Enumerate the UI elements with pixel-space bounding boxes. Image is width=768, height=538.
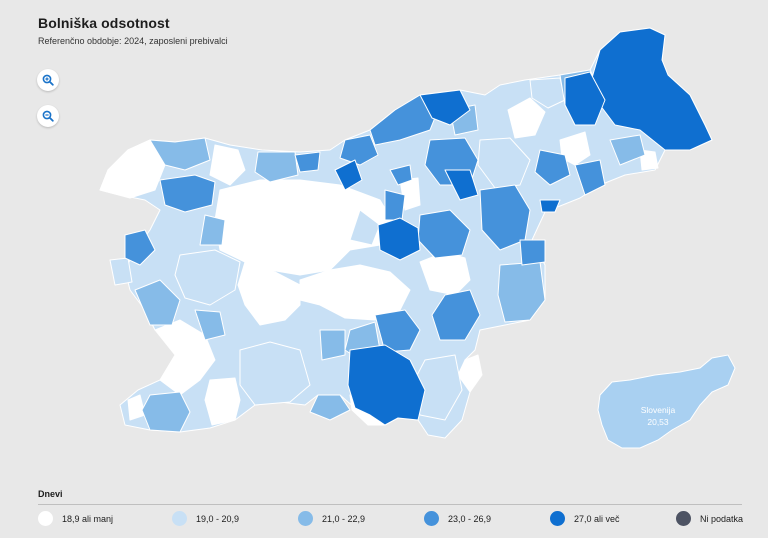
- region-blue[interactable]: [431, 289, 481, 341]
- region-light[interactable]: [109, 257, 133, 286]
- region-mid[interactable]: [134, 279, 181, 326]
- region-dark[interactable]: [444, 169, 479, 201]
- region-white[interactable]: [209, 144, 246, 186]
- region-dark[interactable]: [564, 71, 606, 126]
- region-white[interactable]: [154, 319, 216, 396]
- legend-item-class-3[interactable]: 21,0 - 22,9: [298, 511, 365, 526]
- region-mid[interactable]: [141, 391, 191, 433]
- legend-title: Dnevi: [38, 489, 63, 499]
- region-blue[interactable]: [294, 151, 321, 173]
- inset-label: Slovenija 20,53: [618, 404, 698, 428]
- region-light[interactable]: [529, 77, 566, 109]
- region-mid[interactable]: [497, 261, 546, 323]
- legend-item-no-data[interactable]: Ni podatka: [676, 511, 743, 526]
- legend-label: 23,0 - 26,9: [448, 513, 492, 524]
- region-blue[interactable]: [519, 239, 546, 266]
- zoom-out-icon: [42, 110, 54, 122]
- region-white[interactable]: [457, 354, 483, 393]
- legend-swatch: [298, 511, 313, 526]
- region-dark[interactable]: [334, 159, 363, 191]
- region-mid[interactable]: [309, 394, 351, 421]
- region-white[interactable]: [204, 377, 241, 426]
- legend-swatch: [38, 511, 53, 526]
- page-title: Bolniška odsotnost: [38, 15, 170, 31]
- inset-country-shape[interactable]: [597, 354, 736, 449]
- region-mid[interactable]: [254, 151, 299, 183]
- region-white[interactable]: [214, 179, 396, 276]
- legend-label: Ni podatka: [700, 513, 744, 524]
- legend-item-class-1[interactable]: 18,9 ali manj: [38, 511, 113, 526]
- legend-label: 18,9 ali manj: [62, 513, 114, 524]
- region-dark[interactable]: [347, 344, 426, 426]
- region-mid[interactable]: [149, 137, 211, 171]
- region-dark[interactable]: [589, 27, 713, 151]
- region-blue[interactable]: [574, 159, 606, 196]
- page-subtitle: Referenčno obdobje: 2024, zaposleni preb…: [38, 36, 228, 46]
- legend-item-class-5[interactable]: 27,0 ali več: [550, 511, 620, 526]
- region-blue[interactable]: [159, 174, 216, 213]
- legend-swatch: [676, 511, 691, 526]
- legend-swatch: [424, 511, 439, 526]
- region-mid[interactable]: [609, 134, 646, 166]
- inset-name: Slovenija: [640, 405, 676, 415]
- region-white[interactable]: [237, 261, 301, 326]
- region-mid[interactable]: [199, 214, 226, 246]
- legend-swatch: [550, 511, 565, 526]
- zoom-in-button[interactable]: [37, 69, 59, 91]
- region-mid[interactable]: [319, 329, 346, 361]
- region-blue[interactable]: [339, 134, 379, 166]
- region-white[interactable]: [507, 97, 546, 139]
- legend-swatch: [172, 511, 187, 526]
- zoom-out-button[interactable]: [37, 105, 59, 127]
- inset-value: 20,53: [647, 417, 669, 427]
- region-blue[interactable]: [384, 189, 406, 221]
- region-light[interactable]: [239, 341, 311, 406]
- legend-label: 19,0 - 20,9: [196, 513, 240, 524]
- region-dark[interactable]: [539, 199, 561, 213]
- region-dark[interactable]: [377, 217, 421, 261]
- zoom-in-icon: [42, 74, 54, 86]
- region-light[interactable]: [349, 209, 381, 246]
- legend-label: 27,0 ali več: [574, 513, 620, 524]
- region-blue[interactable]: [389, 164, 413, 186]
- legend-item-class-4[interactable]: 23,0 - 26,9: [424, 511, 491, 526]
- region-light[interactable]: [477, 137, 531, 189]
- legend-label: 21,0 - 22,9: [322, 513, 366, 524]
- legend-divider: [38, 504, 742, 505]
- region-dark[interactable]: [419, 89, 471, 126]
- region-blue[interactable]: [124, 229, 156, 266]
- region-light[interactable]: [174, 249, 241, 306]
- region-blue[interactable]: [534, 149, 571, 186]
- region-mid[interactable]: [194, 309, 226, 341]
- legend-item-class-2[interactable]: 19,0 - 20,9: [172, 511, 239, 526]
